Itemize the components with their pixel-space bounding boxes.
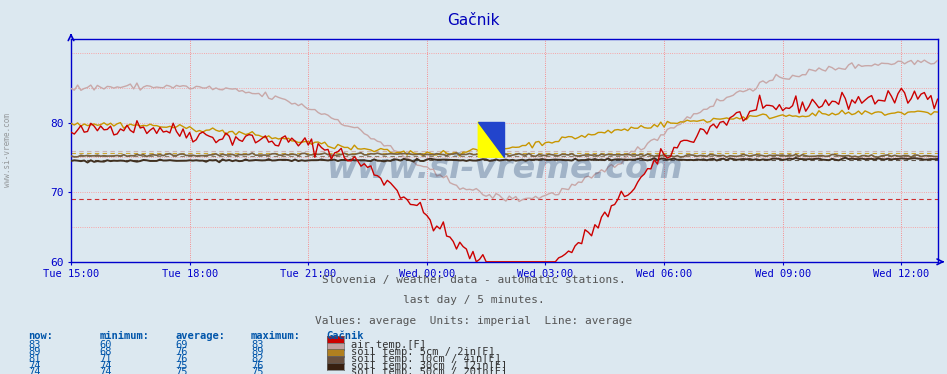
Text: 74: 74 xyxy=(28,361,41,371)
Text: Gačnik: Gačnik xyxy=(327,331,365,341)
Text: 76: 76 xyxy=(251,361,263,371)
Text: last day / 5 minutes.: last day / 5 minutes. xyxy=(402,295,545,306)
Text: 81: 81 xyxy=(28,354,41,364)
Text: 76: 76 xyxy=(175,354,188,364)
Text: 75: 75 xyxy=(175,367,188,374)
Text: minimum:: minimum: xyxy=(99,331,150,341)
Text: www.si-vreme.com: www.si-vreme.com xyxy=(3,113,12,187)
Text: soil temp. 30cm / 12in[F]: soil temp. 30cm / 12in[F] xyxy=(351,361,508,371)
Text: 71: 71 xyxy=(99,354,112,364)
Text: 76: 76 xyxy=(175,347,188,357)
Text: soil temp. 10cm / 4in[F]: soil temp. 10cm / 4in[F] xyxy=(351,354,501,364)
Text: 60: 60 xyxy=(99,340,112,350)
Text: Values: average  Units: imperial  Line: average: Values: average Units: imperial Line: av… xyxy=(314,316,633,326)
Text: Slovenia / weather data - automatic stations.: Slovenia / weather data - automatic stat… xyxy=(322,275,625,285)
Text: 74: 74 xyxy=(28,367,41,374)
Text: average:: average: xyxy=(175,331,225,341)
Text: 75: 75 xyxy=(175,361,188,371)
Polygon shape xyxy=(478,122,504,157)
Text: 83: 83 xyxy=(28,340,41,350)
Text: Gačnik: Gačnik xyxy=(447,13,500,28)
Text: 82: 82 xyxy=(251,354,263,364)
Text: 74: 74 xyxy=(99,367,112,374)
Text: air temp.[F]: air temp.[F] xyxy=(351,340,426,350)
Text: 89: 89 xyxy=(251,347,263,357)
Text: maximum:: maximum: xyxy=(251,331,301,341)
Text: www.si-vreme.com: www.si-vreme.com xyxy=(326,152,683,185)
Text: 89: 89 xyxy=(28,347,41,357)
Text: soil temp. 5cm / 2in[F]: soil temp. 5cm / 2in[F] xyxy=(351,347,495,357)
Text: soil temp. 50cm / 20in[F]: soil temp. 50cm / 20in[F] xyxy=(351,367,508,374)
Text: 75: 75 xyxy=(251,367,263,374)
Text: now:: now: xyxy=(28,331,53,341)
Text: 83: 83 xyxy=(251,340,263,350)
Polygon shape xyxy=(478,122,504,157)
Text: 68: 68 xyxy=(99,347,112,357)
Text: 69: 69 xyxy=(175,340,188,350)
Text: 74: 74 xyxy=(99,361,112,371)
